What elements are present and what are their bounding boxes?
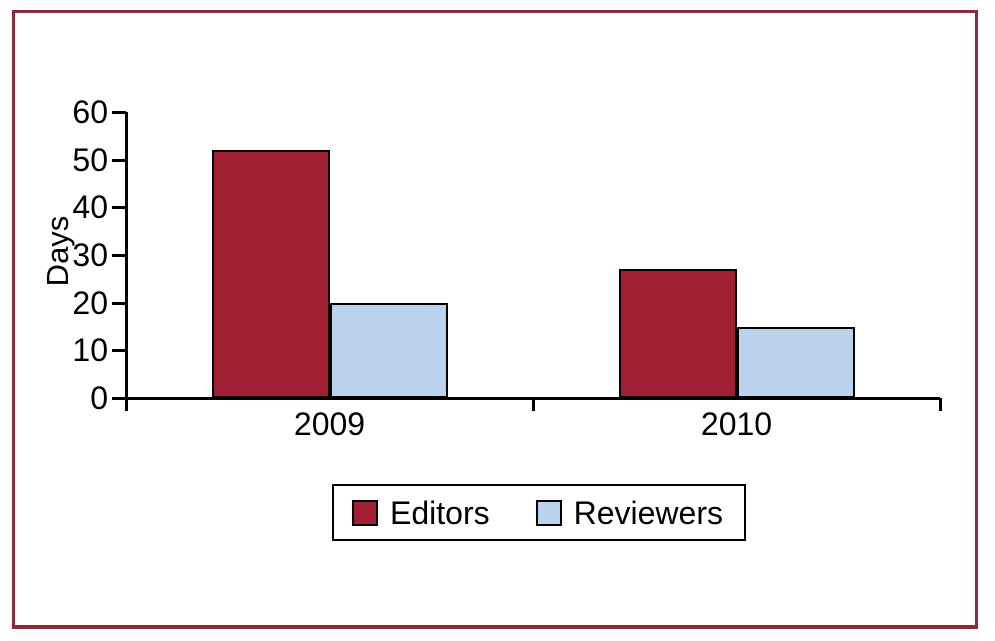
legend-item-reviewers: Reviewers — [535, 494, 723, 531]
y-tick-label: 30 — [72, 237, 108, 273]
y-tick-mark — [112, 111, 126, 114]
plot-area: 0 10 20 30 40 50 60 — [72, 96, 942, 414]
bar-reviewers-2010 — [736, 326, 855, 398]
y-tick-label: 0 — [90, 380, 108, 416]
y-tick-mark — [112, 206, 126, 210]
x-category-label: 2010 — [700, 406, 773, 442]
legend-item-editors: Editors — [352, 497, 490, 529]
y-tick-mark — [112, 158, 126, 162]
y-tick-label: 50 — [72, 141, 108, 178]
x-tick-mark — [125, 398, 128, 411]
x-tick-mark — [939, 398, 942, 411]
legend-label: Editors — [390, 494, 490, 531]
bar-editors-2009 — [211, 150, 330, 398]
y-tick-mark — [112, 349, 126, 353]
y-tick-label: 40 — [72, 189, 108, 226]
x-tick-mark — [532, 398, 535, 411]
y-tick-label: 60 — [72, 94, 108, 130]
y-tick-label: 20 — [72, 284, 108, 321]
y-axis-line — [125, 112, 128, 398]
bar-editors-2010 — [618, 269, 737, 398]
legend-swatch-editors — [352, 499, 378, 526]
bar-reviewers-2009 — [329, 302, 448, 398]
legend: Editors Reviewers — [332, 484, 746, 541]
y-tick-mark — [112, 254, 126, 257]
y-tick-mark — [112, 397, 126, 400]
x-category-label: 2009 — [293, 406, 366, 442]
legend-swatch-reviewers — [535, 499, 562, 526]
y-tick-mark — [112, 301, 126, 305]
legend-label: Reviewers — [573, 494, 723, 531]
y-tick-label: 10 — [72, 332, 108, 369]
